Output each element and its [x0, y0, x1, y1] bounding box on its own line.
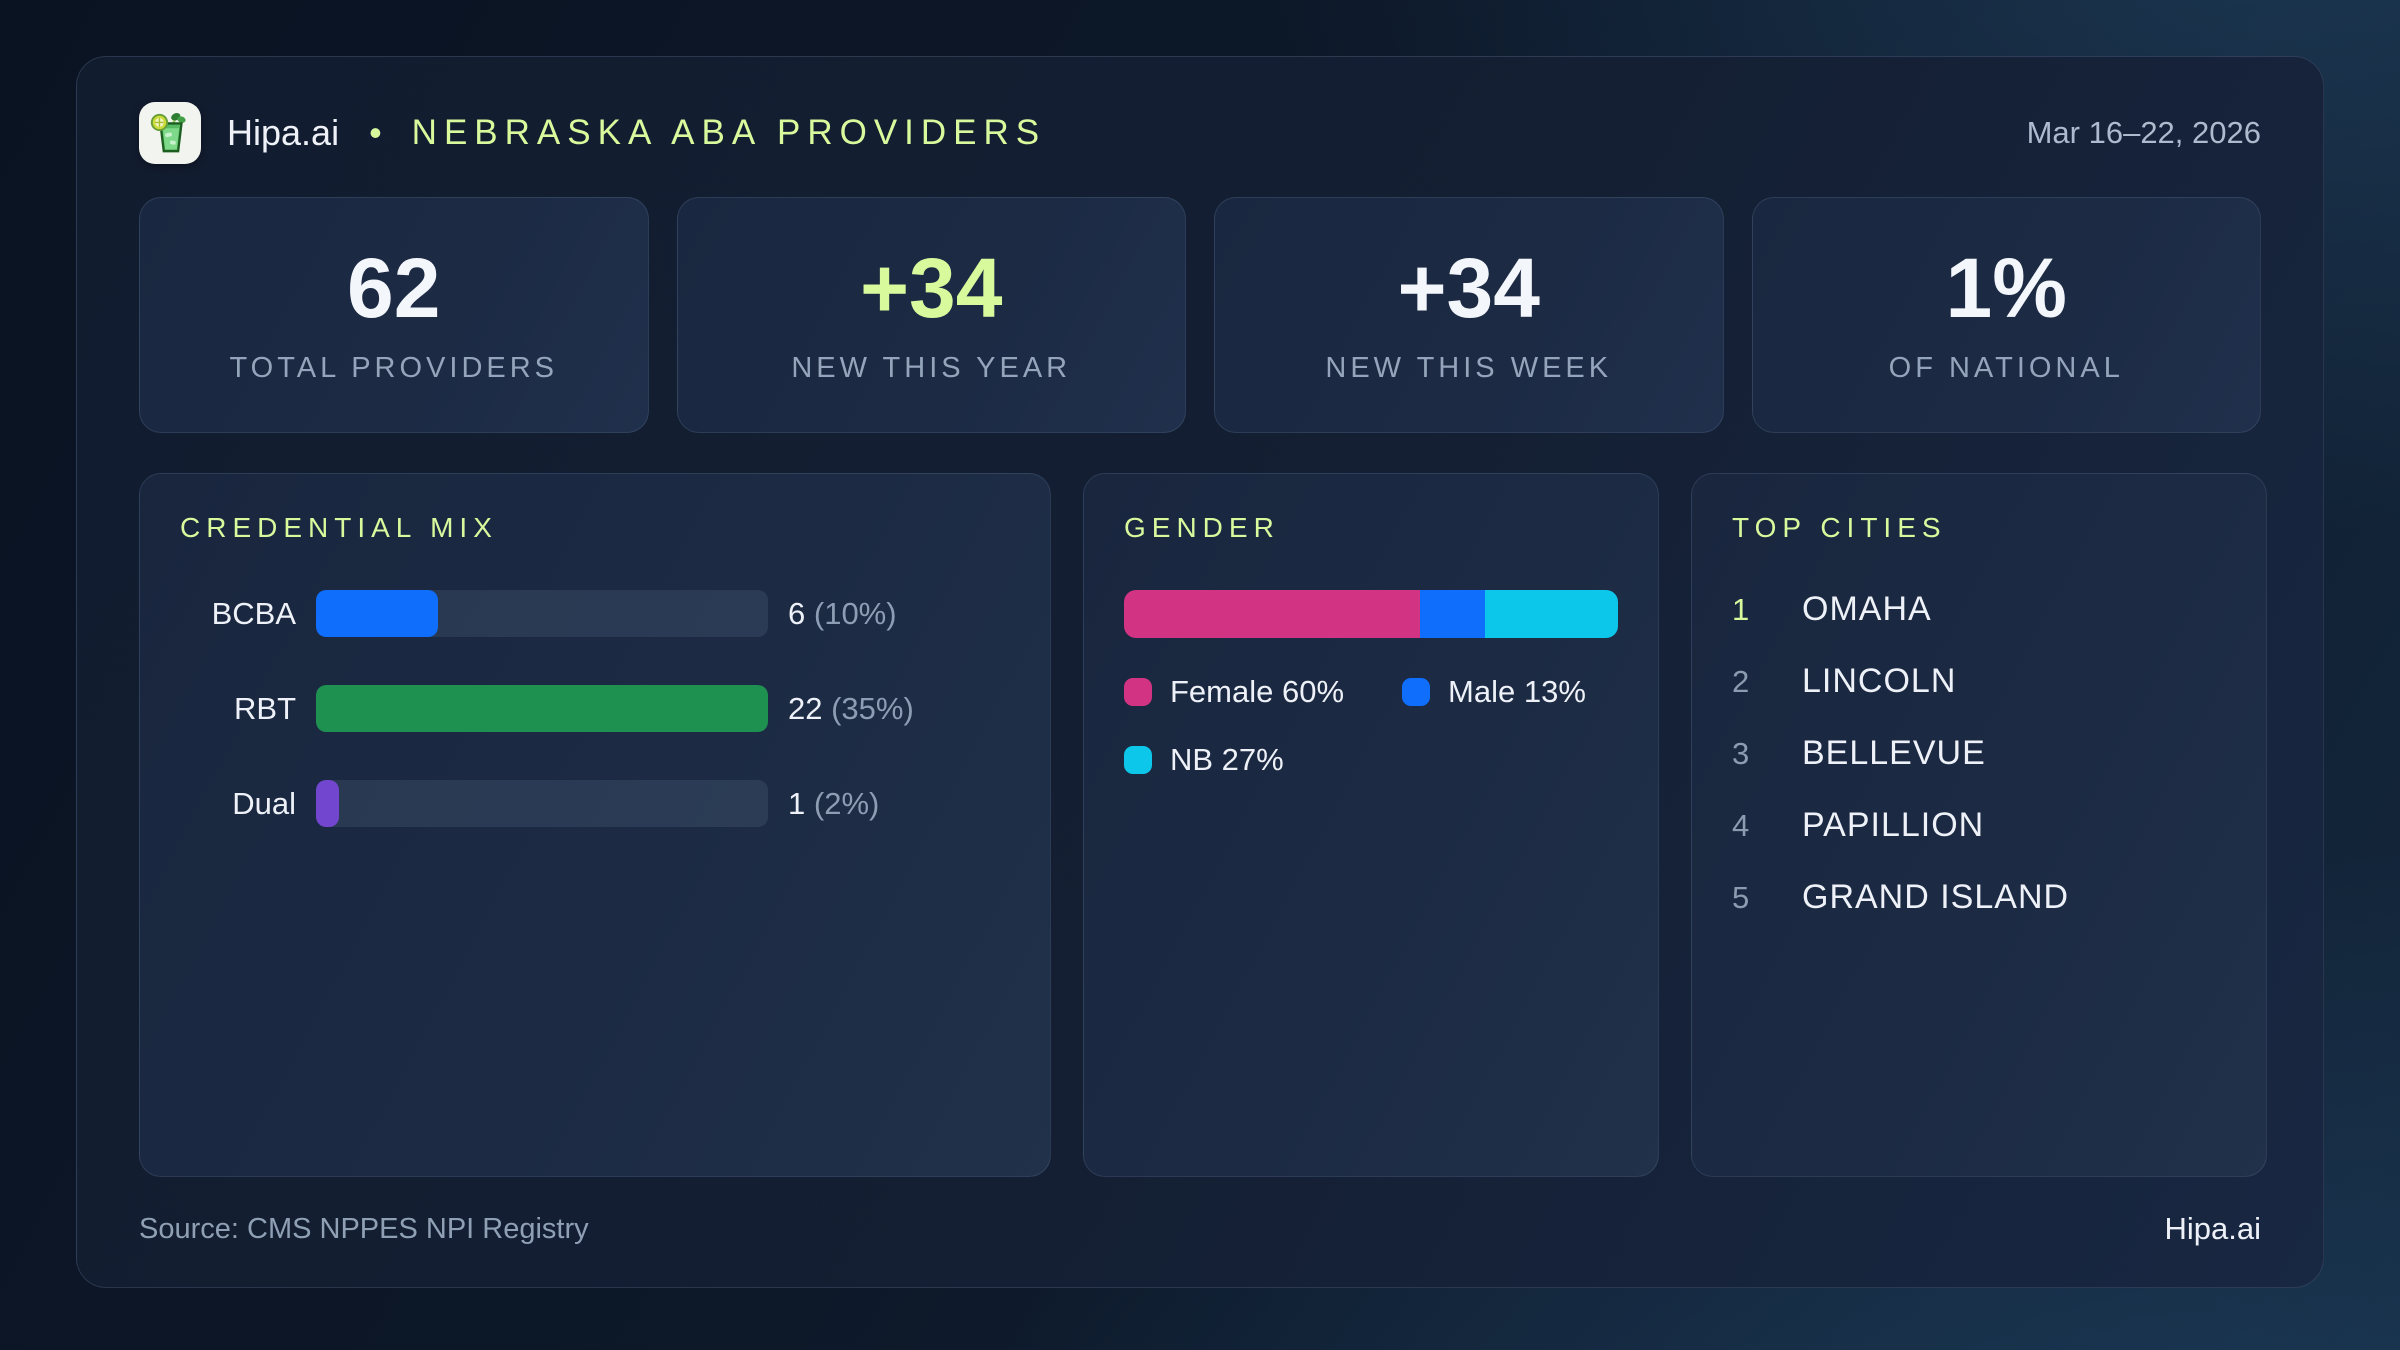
stat-label: NEW THIS WEEK [1325, 351, 1613, 384]
credential-bar-fill [316, 780, 339, 827]
city-rank: 5 [1732, 879, 1750, 915]
credential-label: BCBA [211, 595, 296, 631]
legend-label: Female 60% [1170, 674, 1345, 709]
panel-title: CREDENTIAL MIX [180, 512, 498, 543]
stat-value: 1% [1945, 240, 2067, 335]
city-row: 5 GRAND ISLAND [1732, 878, 2226, 917]
credential-value: 1 (2%) [788, 786, 1010, 822]
credential-row-rbt: RBT 22 (35%) [180, 685, 1010, 732]
gender-segment-female [1124, 590, 1421, 638]
credential-value: 6 (10%) [788, 596, 1010, 632]
gender-legend: Female 60% Male 13% NB 27% [1124, 674, 1618, 778]
gender-panel: GENDER Female 60% Male 13% NB 27% [1083, 473, 1659, 1177]
legend-label: Male 13% [1448, 674, 1586, 709]
credential-value: 22 (35%) [788, 691, 1010, 727]
credential-count: 22 [788, 690, 823, 726]
city-rank: 4 [1732, 807, 1750, 843]
brand-text: Hipa.ai [227, 112, 340, 153]
credential-row-dual: Dual 1 (2%) [180, 780, 1010, 827]
stat-value: +34 [860, 240, 1003, 335]
legend-swatch-icon [1124, 746, 1152, 774]
credential-row-bcba: BCBA 6 (10%) [180, 590, 1010, 637]
stat-card-of-national: 1% OF NATIONAL [1751, 197, 2261, 433]
city-name: PAPILLION [1802, 806, 1985, 844]
credential-percent: (2%) [813, 785, 880, 821]
credential-bar-fill [316, 590, 439, 637]
stat-label: OF NATIONAL [1888, 351, 2124, 384]
stat-card-total-providers: 62 TOTAL PROVIDERS [139, 197, 649, 433]
hipa-logo [139, 102, 201, 164]
panels-row: CREDENTIAL MIX BCBA 6 (10%) RBT 22 (35%)… [139, 473, 2267, 1177]
legend-item-female: Female 60% [1124, 674, 1344, 710]
legend-item-nb: NB 27% [1124, 742, 1284, 778]
stat-value: +34 [1397, 240, 1541, 335]
header: Hipa.ai • NEBRASKA ABA PROVIDERS Mar 16–… [139, 101, 2261, 165]
credential-mix-panel: CREDENTIAL MIX BCBA 6 (10%) RBT 22 (35%)… [139, 473, 1051, 1177]
credential-label: RBT [234, 690, 296, 726]
footer-brand: Hipa.ai [2164, 1211, 2262, 1246]
credential-bar-track [316, 780, 768, 827]
top-cities-panel: TOP CITIES 1 OMAHA 2 LINCOLN 3 BELLEVUE … [1691, 473, 2267, 1177]
stat-label: NEW THIS YEAR [791, 351, 1072, 384]
page-title: NEBRASKA ABA PROVIDERS [411, 113, 1047, 152]
mojito-glass-icon [150, 112, 186, 153]
legend-label: NB 27% [1170, 742, 1284, 777]
stats-row: 62 TOTAL PROVIDERS +34 NEW THIS YEAR +34… [139, 197, 2261, 433]
city-list: 1 OMAHA 2 LINCOLN 3 BELLEVUE 4 PAPILLION… [1732, 590, 2226, 917]
city-name: LINCOLN [1802, 662, 1957, 700]
city-name: BELLEVUE [1802, 734, 1986, 772]
city-rank: 3 [1732, 735, 1750, 771]
gender-stacked-bar [1124, 590, 1618, 638]
city-rank: 1 [1732, 591, 1750, 627]
separator-dot-icon: • [369, 112, 382, 153]
city-row: 2 LINCOLN [1732, 662, 2226, 701]
credential-percent: (35%) [831, 690, 914, 726]
city-row: 3 BELLEVUE [1732, 734, 2226, 773]
city-name: OMAHA [1802, 590, 1932, 628]
stat-card-new-this-week: +34 NEW THIS WEEK [1214, 197, 1724, 433]
city-row: 1 OMAHA [1732, 590, 2226, 629]
credential-bar-fill [316, 685, 768, 732]
legend-swatch-icon [1124, 678, 1152, 706]
stat-label: TOTAL PROVIDERS [229, 351, 559, 384]
credential-count: 6 [788, 595, 806, 631]
panel-title: TOP CITIES [1732, 512, 1947, 543]
city-row: 4 PAPILLION [1732, 806, 2226, 845]
panel-title: GENDER [1124, 512, 1280, 543]
city-rank: 2 [1732, 663, 1750, 699]
gender-segment-male [1420, 590, 1485, 638]
dashboard-card: Hipa.ai • NEBRASKA ABA PROVIDERS Mar 16–… [76, 56, 2324, 1288]
credential-bar-track [316, 685, 768, 732]
legend-swatch-icon [1402, 678, 1431, 706]
legend-item-male: Male 13% [1402, 674, 1586, 710]
source-text: Source: CMS NPPES NPI Registry [139, 1212, 589, 1245]
gender-segment-nb [1484, 590, 1618, 638]
stat-value: 62 [347, 240, 441, 335]
credential-bar-track [316, 590, 768, 637]
stat-card-new-this-year: +34 NEW THIS YEAR [676, 197, 1186, 433]
footer: Source: CMS NPPES NPI Registry Hipa.ai [139, 1211, 2261, 1247]
credential-percent: (10%) [813, 595, 897, 631]
credential-label: Dual [232, 785, 296, 821]
date-range: Mar 16–22, 2026 [2026, 115, 2261, 150]
city-name: GRAND ISLAND [1802, 878, 2070, 916]
credential-count: 1 [788, 785, 806, 821]
